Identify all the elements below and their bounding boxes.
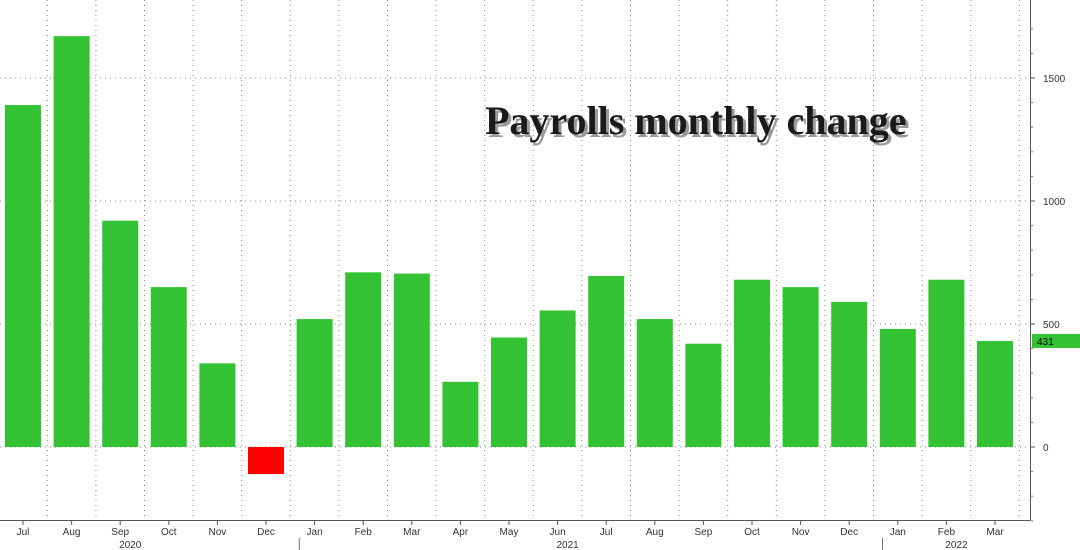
y-tick-label: 0 <box>1043 443 1049 454</box>
bar-aug-1 <box>53 36 90 448</box>
last-value-label: 431 <box>1032 333 1080 348</box>
x-tick-label: Jun <box>550 527 566 538</box>
chart-title: Payrolls monthly change Payrolls monthly… <box>485 98 910 146</box>
bar-jul-12 <box>588 276 625 447</box>
y-tick-label: 1500 <box>1043 74 1066 85</box>
x-tick-label: May <box>500 527 519 538</box>
year-label: 2022 <box>945 540 968 550</box>
last-value-label-text: 431 <box>1037 337 1054 348</box>
y-tick-label: 500 <box>1043 320 1060 331</box>
x-tick-label: Mar <box>986 527 1004 538</box>
bar-feb-7 <box>345 272 382 447</box>
bars <box>5 36 1013 475</box>
x-tick-label: Jul <box>17 527 30 538</box>
bar-jan-18 <box>879 328 916 447</box>
bar-jan-6 <box>296 319 333 447</box>
bar-jun-11 <box>539 310 576 447</box>
bar-apr-9 <box>442 381 479 447</box>
bar-sep-2 <box>102 220 139 447</box>
year-label: 2020 <box>119 540 142 550</box>
bar-mar-20 <box>977 340 1013 447</box>
x-tick-label: Jan <box>890 527 906 538</box>
x-tick-label: Apr <box>453 527 469 538</box>
x-tick-label: Oct <box>161 527 177 538</box>
x-tick-label: Mar <box>403 527 421 538</box>
bar-jul-0 <box>5 105 41 447</box>
chart-title-text: Payrolls monthly change <box>485 98 907 143</box>
bar-oct-3 <box>150 287 187 447</box>
x-tick-label: Dec <box>840 527 858 538</box>
bar-may-10 <box>491 337 527 447</box>
bar-nov-16 <box>782 287 819 447</box>
x-tick-label: Aug <box>646 527 664 538</box>
bar-dec-17 <box>831 301 868 447</box>
bar-aug-13 <box>636 319 673 447</box>
x-tick-label: Nov <box>209 527 227 538</box>
last-value-badge <box>1032 333 1080 348</box>
x-tick-label: Jan <box>307 527 323 538</box>
bar-oct-15 <box>734 279 770 447</box>
bar-mar-8 <box>393 273 430 447</box>
x-tick-label: Feb <box>355 527 373 538</box>
grid-lines <box>0 0 1030 520</box>
x-tick-label: Nov <box>792 527 810 538</box>
x-tick-label: Dec <box>257 527 275 538</box>
x-tick-label: Sep <box>111 527 129 538</box>
bar-dec-5 <box>248 447 284 475</box>
chart-title-shadow: Payrolls monthly change <box>488 101 910 146</box>
x-tick-label: Feb <box>938 527 956 538</box>
y-tick-label: 1000 <box>1043 197 1066 208</box>
bar-sep-14 <box>685 343 722 447</box>
year-label: 2021 <box>556 540 579 550</box>
bar-feb-19 <box>928 279 965 447</box>
x-tick-label: Sep <box>695 527 713 538</box>
bar-nov-4 <box>199 363 236 447</box>
x-tick-label: Oct <box>744 527 760 538</box>
x-tick-label: Jul <box>600 527 613 538</box>
x-tick-label: Aug <box>63 527 81 538</box>
